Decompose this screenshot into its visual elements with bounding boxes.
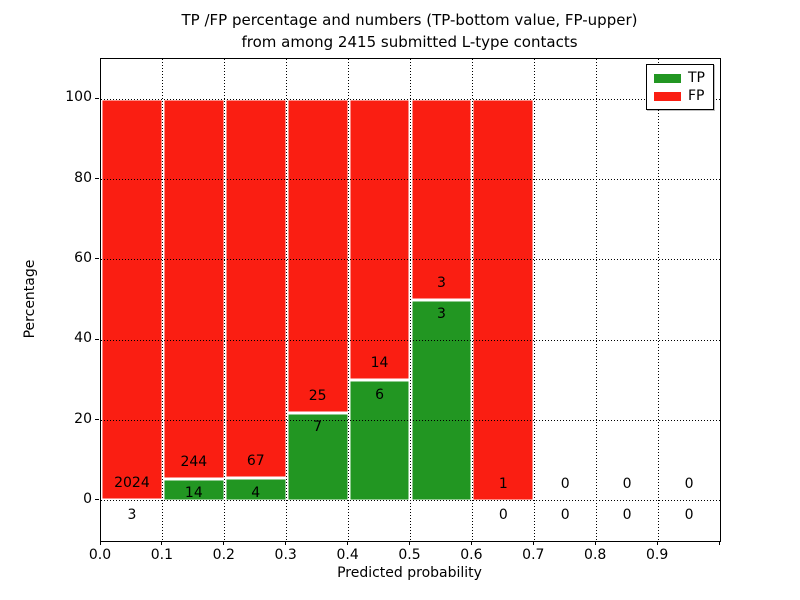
horizontal-gridline	[101, 420, 720, 421]
legend-swatch-fp	[654, 91, 681, 101]
fp-count-label: 0	[622, 475, 632, 492]
y-tick-mark	[95, 338, 99, 340]
tp-count-label: 0	[622, 507, 632, 524]
x-tick-mark	[409, 541, 410, 545]
bar-segment-tp	[162, 479, 225, 501]
tp-count-label: 3	[127, 506, 137, 523]
vertical-gridline	[162, 59, 164, 541]
legend-label-fp: FP	[688, 88, 705, 104]
x-tick-mark	[594, 541, 596, 545]
bar-segment-tp	[286, 412, 349, 501]
bar-segment-fp	[286, 99, 349, 413]
x-tick-label: 0.7	[522, 547, 545, 563]
chart-title-line2: from among 2415 submitted L-type contact…	[241, 33, 578, 51]
vertical-gridline	[471, 59, 473, 541]
tp-count-label: 0	[560, 507, 570, 524]
x-tick-label: 0.2	[212, 547, 235, 563]
bar-segment-fp	[472, 99, 535, 501]
legend-label-tp: TP	[688, 70, 705, 86]
chart-title: TP /FP percentage and numbers (TP-bottom…	[100, 9, 719, 53]
plot-area: 2024 3 244 14 67 4 25 7 14 6 3 3 1 0 0 0 0 0 0 0	[100, 58, 721, 542]
y-tick-label: 100	[65, 89, 92, 106]
legend-entry-tp: TP	[647, 71, 713, 85]
x-tick-label: 0.5	[398, 547, 421, 563]
vertical-gridline	[348, 59, 350, 541]
bar-segment-tp	[224, 478, 287, 501]
x-tick-label: 0.0	[88, 547, 112, 563]
y-tick-mark	[95, 499, 99, 501]
y-tick-mark	[95, 258, 99, 260]
y-tick-mark	[95, 419, 99, 420]
bar-segment-tp	[410, 300, 473, 501]
fp-count-label: 0	[560, 475, 570, 492]
legend-entry-fp: FP	[647, 89, 713, 103]
bar-segment-fp	[224, 99, 287, 479]
x-tick-mark	[718, 541, 720, 545]
bar-segment-fp	[348, 99, 411, 381]
x-tick-mark	[99, 541, 101, 545]
fp-count-label: 0	[684, 475, 694, 492]
x-tick-mark	[656, 541, 658, 545]
bar-segment-fp	[162, 99, 225, 479]
x-tick-label: 0.4	[336, 547, 359, 563]
vertical-gridline	[224, 59, 226, 541]
tp-count-label: 3	[436, 306, 446, 323]
x-axis-label: Predicted probability	[337, 565, 482, 581]
vertical-gridline	[657, 59, 659, 541]
horizontal-gridline	[101, 179, 720, 180]
x-tick-mark	[470, 541, 472, 545]
y-tick-mark	[95, 178, 99, 179]
y-tick-label: 20	[74, 410, 92, 427]
tp-count-label: 0	[684, 507, 694, 524]
tp-count-label: 4	[251, 484, 261, 501]
fp-count-label: 67	[246, 453, 265, 470]
x-tick-mark	[223, 541, 225, 545]
horizontal-gridline	[101, 339, 720, 341]
horizontal-gridline	[101, 259, 720, 261]
tp-count-label: 0	[498, 507, 508, 524]
tp-count-label: 7	[313, 419, 323, 436]
fp-count-label: 14	[370, 355, 389, 372]
x-tick-mark	[285, 541, 287, 545]
fp-count-label: 25	[308, 388, 327, 405]
vertical-gridline	[533, 59, 535, 541]
y-tick-label: 60	[74, 249, 92, 266]
legend: TP FP	[646, 64, 714, 110]
x-tick-label: 0.3	[274, 547, 297, 563]
tp-count-label: 14	[184, 485, 203, 502]
bar-segment-fp	[101, 99, 163, 501]
vertical-gridline	[410, 59, 411, 541]
x-tick-label: 0.9	[645, 547, 669, 563]
y-tick-mark	[95, 97, 99, 99]
x-tick-label: 0.1	[150, 547, 174, 563]
y-axis-label: Percentage	[22, 259, 38, 339]
horizontal-gridline	[101, 500, 720, 502]
vertical-gridline	[286, 59, 288, 541]
bar-segment-fp	[410, 99, 473, 300]
x-tick-mark	[347, 541, 349, 545]
fp-count-label: 2024	[114, 475, 150, 492]
x-tick-mark	[532, 541, 534, 545]
y-tick-label: 80	[74, 169, 92, 186]
x-tick-label: 0.8	[584, 547, 607, 563]
chart-title-line1: TP /FP percentage and numbers (TP-bottom…	[181, 11, 638, 29]
fp-count-label: 1	[498, 475, 508, 492]
fp-count-label: 244	[180, 454, 208, 471]
vertical-gridline	[595, 59, 597, 541]
fp-count-label: 3	[436, 275, 446, 292]
legend-swatch-tp	[654, 73, 681, 83]
tp-count-label: 6	[375, 386, 385, 403]
x-tick-mark	[161, 541, 163, 545]
x-tick-label: 0.6	[460, 547, 483, 563]
bar-segment-tp	[348, 380, 411, 501]
y-tick-label: 40	[74, 330, 92, 347]
y-tick-label: 0	[83, 490, 92, 507]
horizontal-gridline	[101, 98, 720, 100]
